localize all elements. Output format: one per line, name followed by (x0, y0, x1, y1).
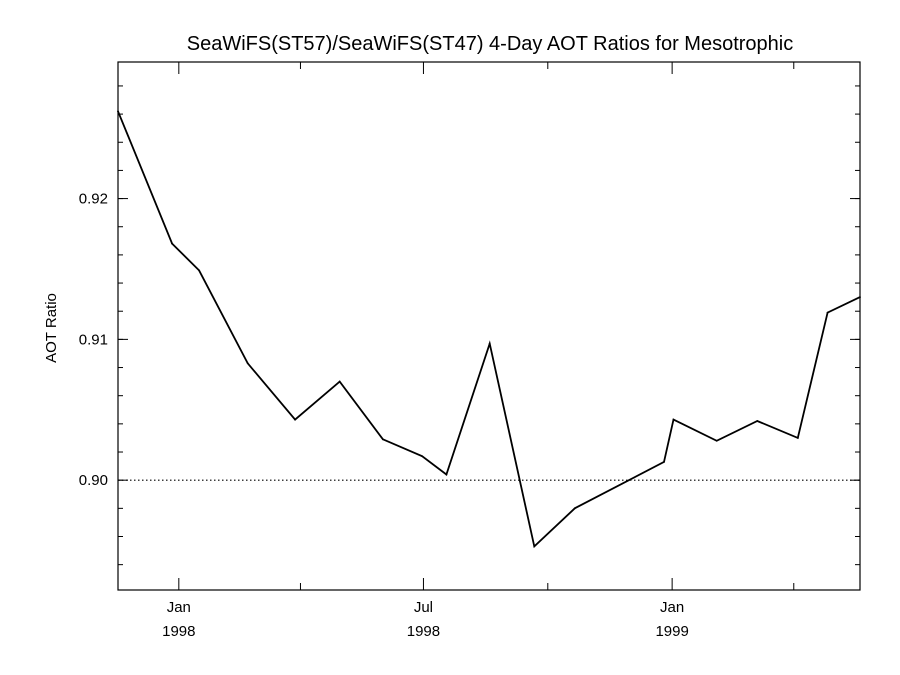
y-tick-label: 0.91 (79, 331, 108, 348)
plot-frame-group (117, 61, 861, 591)
data-point (198, 269, 200, 272)
plot-frame (117, 61, 861, 591)
data-point (715, 439, 718, 442)
x-tick-sublabel: 1998 (407, 623, 440, 640)
data-point (756, 420, 759, 422)
data-point (294, 418, 296, 421)
data-point (338, 380, 341, 383)
tick-group: 0.90 0.91 0.92 Jan 1998 Jul 1998 Jan 1999 (79, 62, 860, 640)
data-point (171, 242, 173, 245)
x-tick-label: Jan (167, 599, 191, 616)
data-point (826, 311, 829, 314)
data-point (382, 438, 384, 441)
x-tick-label: Jan (660, 599, 684, 616)
data-point (488, 342, 491, 345)
data-point (246, 362, 249, 365)
data-point (796, 437, 799, 439)
x-tick-sublabel: 1998 (162, 623, 195, 640)
x-tick-sublabel: 1999 (655, 623, 688, 640)
data-point (445, 473, 448, 476)
y-axis-label: AOT Ratio (43, 293, 60, 363)
series-line (117, 110, 861, 549)
data-point (663, 460, 665, 463)
data-point (421, 455, 423, 458)
y-tick-label: 0.90 (79, 472, 108, 489)
data-point (672, 418, 675, 421)
series-group (117, 110, 861, 549)
data-point (117, 110, 119, 113)
x-tick-label: Jul (414, 599, 433, 616)
data-point (533, 545, 536, 548)
data-point (573, 507, 576, 510)
data-point (859, 296, 861, 299)
y-tick-label: 0.92 (79, 191, 108, 208)
chart-title: SeaWiFS(ST57)/SeaWiFS(ST47) 4-Day AOT Ra… (187, 33, 793, 55)
